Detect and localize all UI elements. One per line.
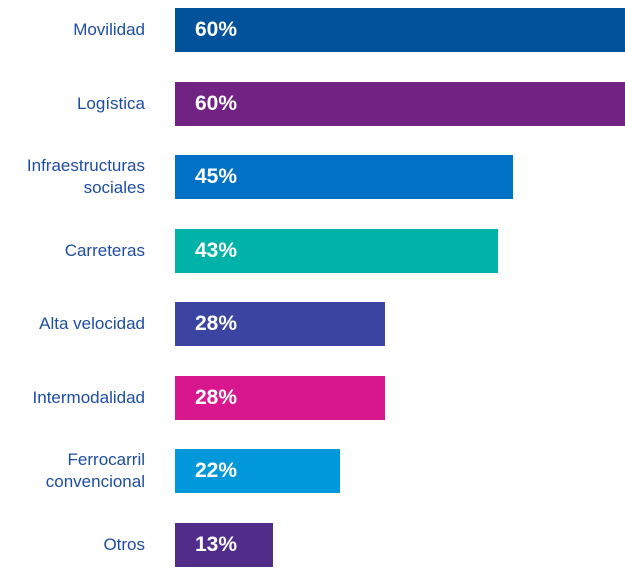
bar bbox=[175, 81, 625, 126]
category-label: Infraestructuras sociales bbox=[26, 156, 145, 198]
category-label: Alta velocidad bbox=[39, 314, 145, 334]
value-label: 60% bbox=[195, 91, 238, 115]
category-label: Carreteras bbox=[64, 240, 145, 260]
value-label: 28% bbox=[195, 312, 238, 336]
bar bbox=[175, 8, 625, 52]
value-label: 22% bbox=[195, 459, 238, 483]
category-label: Logística bbox=[76, 93, 145, 113]
category-label: Intermodalidad bbox=[32, 387, 145, 407]
value-label: 43% bbox=[195, 238, 238, 262]
category-label: Otros bbox=[103, 535, 145, 554]
bar bbox=[175, 375, 385, 420]
value-label: 45% bbox=[195, 165, 238, 189]
category-label: Ferrocarril convencional bbox=[45, 450, 145, 492]
value-label: 28% bbox=[195, 385, 238, 409]
value-label: 13% bbox=[195, 533, 238, 556]
bar bbox=[175, 449, 340, 494]
value-label: 60% bbox=[195, 18, 238, 41]
bar bbox=[175, 228, 498, 273]
bar bbox=[175, 155, 513, 200]
bar bbox=[175, 523, 273, 567]
category-label: Movilidad bbox=[73, 20, 145, 39]
bar bbox=[175, 302, 385, 347]
